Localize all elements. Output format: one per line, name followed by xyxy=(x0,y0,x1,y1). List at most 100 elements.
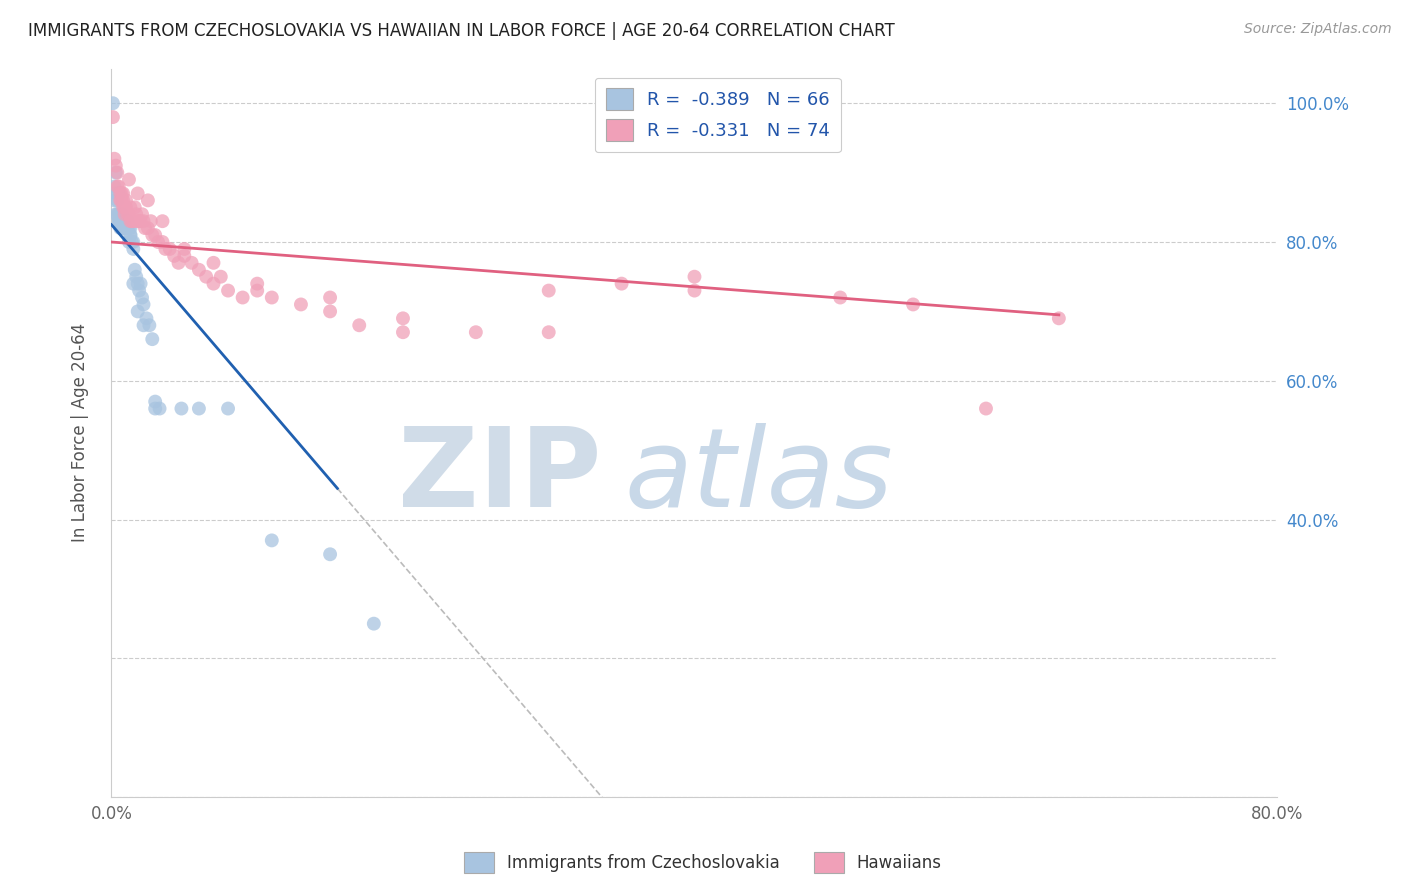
Point xyxy=(111,214,134,228)
Point xyxy=(101,110,124,124)
Point xyxy=(114,214,136,228)
Point xyxy=(118,235,141,249)
Point xyxy=(101,96,124,111)
Point xyxy=(195,269,218,284)
Point xyxy=(974,401,997,416)
Point xyxy=(187,401,209,416)
Y-axis label: In Labor Force | Age 20-64: In Labor Force | Age 20-64 xyxy=(72,323,89,542)
Point xyxy=(349,318,371,333)
Point xyxy=(128,214,150,228)
Point xyxy=(111,194,134,208)
Point xyxy=(141,228,163,243)
Point xyxy=(105,194,128,208)
Point xyxy=(363,616,385,631)
Point xyxy=(136,221,159,235)
Point xyxy=(167,256,190,270)
Legend: Immigrants from Czechoslovakia, Hawaiians: Immigrants from Czechoslovakia, Hawaiian… xyxy=(457,846,949,880)
Point xyxy=(124,200,146,214)
Point xyxy=(132,318,155,333)
Point xyxy=(120,228,142,243)
Point xyxy=(129,277,152,291)
Point xyxy=(260,291,283,305)
Point xyxy=(159,242,181,256)
Point xyxy=(115,200,138,214)
Point xyxy=(187,262,209,277)
Point xyxy=(132,297,155,311)
Point xyxy=(260,533,283,548)
Point xyxy=(170,401,193,416)
Point xyxy=(104,166,127,180)
Point xyxy=(146,235,169,249)
Point xyxy=(143,228,166,243)
Point xyxy=(107,179,129,194)
Point xyxy=(114,221,136,235)
Point xyxy=(132,214,155,228)
Point xyxy=(114,200,136,214)
Point xyxy=(108,207,131,221)
Point xyxy=(127,214,149,228)
Point xyxy=(115,221,138,235)
Point xyxy=(173,242,195,256)
Point xyxy=(610,277,633,291)
Point xyxy=(163,249,186,263)
Point xyxy=(117,214,139,228)
Point xyxy=(127,277,149,291)
Point xyxy=(122,235,145,249)
Point xyxy=(117,221,139,235)
Point xyxy=(108,214,131,228)
Point xyxy=(537,325,560,339)
Point xyxy=(127,304,149,318)
Point xyxy=(155,242,177,256)
Point xyxy=(115,194,138,208)
Point xyxy=(103,194,125,208)
Point xyxy=(120,221,142,235)
Point xyxy=(246,277,269,291)
Point xyxy=(112,194,135,208)
Point xyxy=(143,401,166,416)
Point xyxy=(104,186,127,201)
Point xyxy=(115,214,138,228)
Point xyxy=(107,214,129,228)
Point xyxy=(112,221,135,235)
Point xyxy=(392,311,415,326)
Point xyxy=(112,186,135,201)
Point xyxy=(111,207,134,221)
Point xyxy=(232,291,254,305)
Point xyxy=(107,214,129,228)
Point xyxy=(392,325,415,339)
Point xyxy=(120,214,142,228)
Point xyxy=(112,221,135,235)
Point xyxy=(118,172,141,186)
Point xyxy=(135,311,157,326)
Point xyxy=(108,186,131,201)
Point xyxy=(103,152,125,166)
Point xyxy=(114,221,136,235)
Point xyxy=(108,221,131,235)
Point xyxy=(122,214,145,228)
Point xyxy=(112,214,135,228)
Point xyxy=(127,186,149,201)
Point xyxy=(122,242,145,256)
Point xyxy=(107,186,129,201)
Point xyxy=(217,284,239,298)
Point xyxy=(148,401,170,416)
Point xyxy=(131,291,153,305)
Point xyxy=(118,221,141,235)
Point xyxy=(537,284,560,298)
Point xyxy=(114,207,136,221)
Text: ZIP: ZIP xyxy=(398,423,602,530)
Point xyxy=(131,207,153,221)
Point xyxy=(202,277,225,291)
Point xyxy=(122,277,145,291)
Point xyxy=(129,214,152,228)
Point xyxy=(1047,311,1070,326)
Point xyxy=(173,249,195,263)
Point xyxy=(104,207,127,221)
Point xyxy=(209,269,232,284)
Point xyxy=(115,221,138,235)
Point xyxy=(117,207,139,221)
Point xyxy=(105,207,128,221)
Point xyxy=(120,200,142,214)
Point xyxy=(111,207,134,221)
Point xyxy=(134,221,156,235)
